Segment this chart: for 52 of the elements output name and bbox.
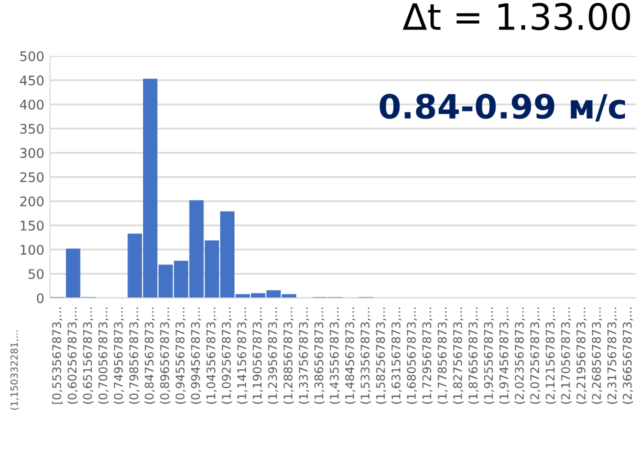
x-tick-label: (0,798567873,...	[129, 308, 140, 404]
x-tick-label: (1,729567873,...	[422, 308, 433, 404]
x-tick-label: (1,337567873,...	[298, 308, 310, 404]
x-tick-label: (1,239567873,...	[268, 308, 278, 404]
x-tick-label: (1,533567873,...	[360, 308, 371, 404]
x-tick-label: (1,435567873,...	[330, 308, 340, 404]
chart-title: Δt = 1.33.00	[402, 2, 630, 30]
text: (1,150332281,...	[10, 330, 19, 410]
y-tick-label: 500	[20, 51, 44, 62]
x-tick-label: (1,778567873,...	[438, 308, 448, 404]
y-tick-label: 200	[20, 196, 44, 206]
x-tick-label: (1,631567873,...	[391, 308, 402, 404]
x-tick-label: (0,700567873,...	[98, 308, 109, 404]
x-tick-label: (2,072567873,...	[530, 308, 541, 404]
x-tick-label: (1,386567873,...	[314, 308, 325, 404]
x-tick-label: (1,288567873,...	[283, 308, 294, 404]
x-tick-label: (1,925567873,...	[484, 308, 494, 404]
x-tick-label: (1,190567873,...	[252, 308, 263, 404]
x-tick-label: (1,141567873,...	[237, 308, 248, 404]
x-tick-label: (1,876567873,...	[468, 308, 479, 404]
x-tick-label: (0,602567873,...	[67, 308, 78, 404]
y-tick-label: 300	[20, 148, 44, 158]
x-tick-label: (2,219567873,...	[576, 308, 587, 404]
x-tick-label: (2,170567873,...	[560, 308, 572, 404]
x-tick-label: (0,945567873,...	[175, 308, 186, 404]
x-tick-label: (0,896567873,...	[160, 308, 170, 404]
y-tick-label: 400	[20, 100, 44, 110]
y-tick-label: 250	[20, 172, 44, 182]
x-tick-label: (1,582567873,...	[376, 308, 386, 404]
annotation: 0.84-0.99 м/с	[380, 94, 625, 122]
x-tick-label: (2,023567873,...	[514, 308, 526, 404]
x-tick-label: (2,317567873,...	[607, 308, 618, 404]
x-tick-label: (0,749567873,...	[114, 308, 124, 404]
x-tick-label: (0,847567873,...	[144, 308, 156, 404]
x-tick-label: (1,484567873,...	[345, 308, 356, 404]
y-tick-label: 100	[20, 244, 44, 255]
y-tick-label: 0	[36, 293, 44, 304]
x-tick-label: [0,553567873,...	[52, 308, 63, 404]
x-tick-label: (2,121567873,...	[545, 308, 556, 404]
y-tick-label: 150	[20, 220, 44, 231]
x-tick-label: (0,994567873,...	[190, 308, 202, 404]
x-tick-label: (1,043567873,...	[206, 308, 217, 404]
x-tick-label: (1,974567873,...	[499, 308, 510, 404]
y-tick-label: 50	[28, 269, 44, 279]
x-tick-label: (2,268567873,...	[592, 308, 602, 404]
y-tick-label: 450	[20, 75, 44, 86]
x-tick-label: (1,680567873,...	[406, 308, 418, 404]
y-tick-label: 350	[20, 124, 44, 134]
x-tick-label: (0,651567873,...	[82, 308, 94, 404]
x-tick-label: (1,092567873,...	[222, 308, 232, 404]
x-tick-label: (2,366567873,...	[622, 308, 634, 404]
x-tick-label: (1,827567873,...	[452, 308, 464, 404]
